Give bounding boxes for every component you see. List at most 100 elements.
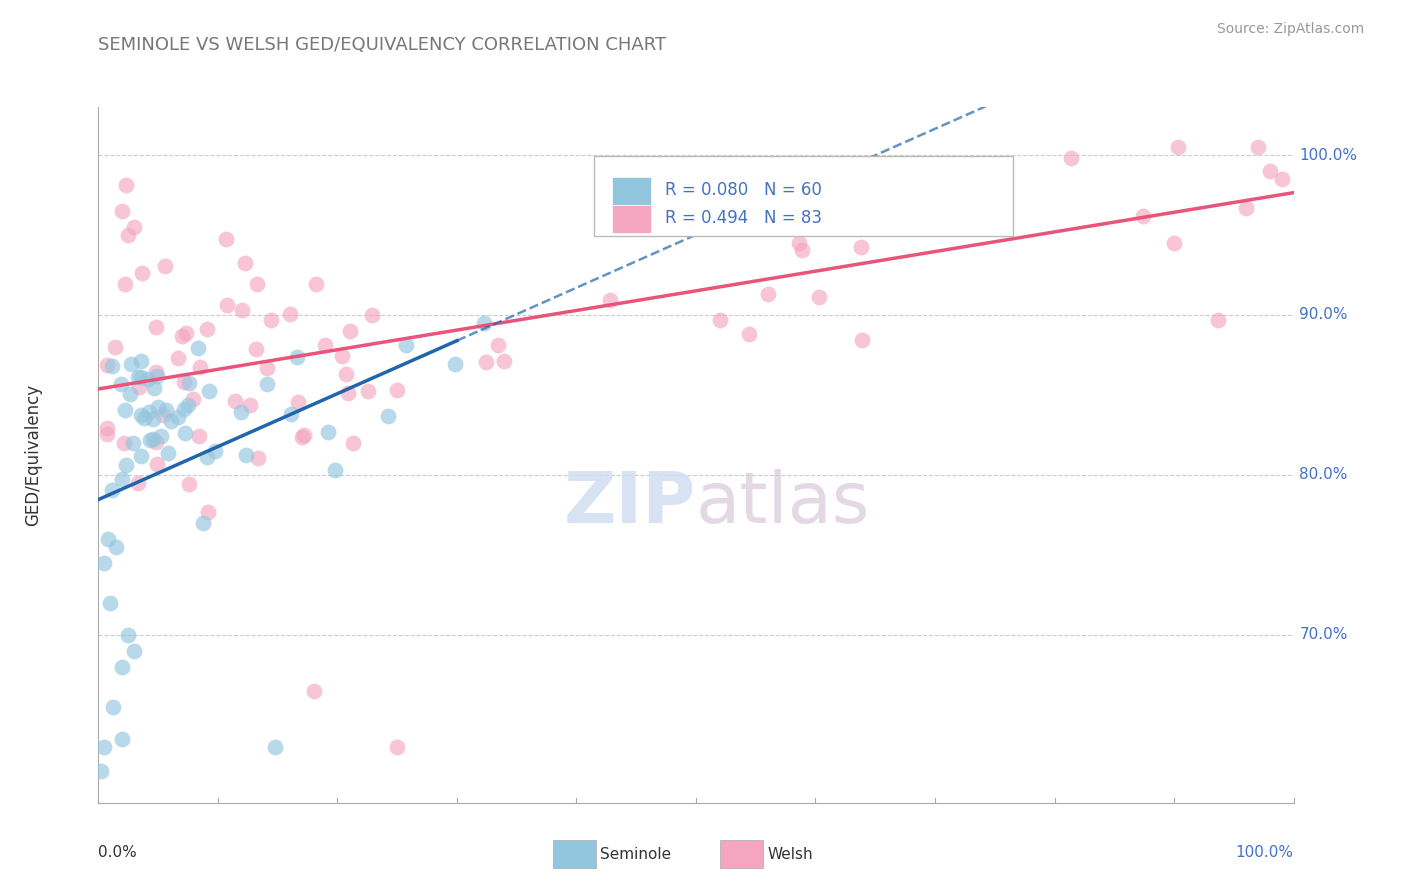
Point: [800, 220, 823, 235]
Point: [129, 354, 152, 368]
Point: [292, 428, 315, 442]
Point: [357, 384, 380, 398]
Point: [122, 436, 145, 450]
Point: [146, 400, 169, 414]
Point: [1258, 164, 1281, 178]
Point: [187, 342, 209, 356]
Point: [193, 516, 215, 530]
Point: [93, 739, 115, 754]
Point: [342, 435, 364, 450]
Point: [287, 395, 309, 409]
Point: [851, 240, 873, 254]
Point: [260, 313, 283, 327]
Text: 90.0%: 90.0%: [1299, 308, 1348, 323]
Point: [155, 259, 177, 273]
Point: [96, 359, 118, 373]
Point: [787, 236, 810, 251]
Point: [149, 428, 172, 442]
Point: [114, 178, 136, 192]
Point: [709, 313, 731, 327]
Point: [246, 277, 269, 291]
Point: [385, 739, 409, 754]
Point: [786, 199, 808, 213]
Point: [145, 320, 167, 334]
Point: [1167, 139, 1189, 153]
Point: [166, 409, 188, 424]
Point: [339, 325, 361, 339]
Point: [188, 359, 211, 374]
Point: [1132, 209, 1154, 223]
Point: [256, 377, 278, 392]
Point: [143, 381, 166, 395]
Point: [302, 683, 325, 698]
Point: [127, 476, 149, 491]
Point: [709, 202, 731, 216]
Point: [217, 298, 239, 312]
Point: [152, 409, 174, 423]
Text: Source: ZipAtlas.com: Source: ZipAtlas.com: [1216, 22, 1364, 37]
Point: [1060, 151, 1083, 165]
Point: [90, 764, 112, 778]
Point: [1271, 172, 1294, 186]
Point: [330, 349, 353, 363]
Point: [385, 383, 408, 397]
Point: [291, 430, 314, 444]
Point: [155, 402, 177, 417]
Point: [145, 365, 167, 379]
Point: [1206, 313, 1229, 327]
Point: [112, 436, 135, 450]
Point: [335, 367, 357, 381]
Point: [124, 644, 146, 658]
Point: [245, 342, 267, 356]
Point: [198, 384, 221, 398]
Point: [474, 355, 496, 369]
Point: [1234, 201, 1257, 215]
Point: [124, 219, 146, 234]
Text: atlas: atlas: [696, 469, 870, 538]
Point: [146, 369, 169, 384]
Point: [129, 409, 152, 423]
Text: R = 0.494   N = 83: R = 0.494 N = 83: [665, 209, 823, 227]
Point: [1163, 236, 1185, 251]
Point: [316, 425, 339, 440]
Point: [325, 463, 347, 477]
Text: 100.0%: 100.0%: [1236, 845, 1294, 860]
Point: [197, 505, 219, 519]
Point: [174, 326, 197, 341]
Point: [734, 158, 756, 172]
Point: [599, 293, 621, 308]
Point: [756, 287, 779, 301]
Point: [101, 699, 124, 714]
Point: [115, 458, 138, 472]
Point: [177, 477, 200, 491]
Point: [721, 216, 744, 230]
Point: [177, 376, 200, 390]
Point: [93, 556, 115, 570]
Point: [111, 660, 134, 674]
Point: [142, 433, 165, 447]
Point: [146, 457, 169, 471]
Point: [132, 411, 155, 425]
Point: [233, 256, 256, 270]
Point: [136, 372, 159, 386]
Point: [117, 227, 139, 242]
Point: [111, 731, 134, 746]
Point: [235, 448, 257, 462]
Point: [195, 321, 218, 335]
Point: [173, 375, 195, 389]
Point: [960, 202, 983, 216]
Point: [337, 385, 360, 400]
Point: [183, 392, 205, 406]
Point: [160, 413, 183, 427]
Point: [377, 409, 399, 423]
Point: [96, 420, 118, 434]
Point: [177, 398, 200, 412]
Point: [104, 340, 127, 354]
Point: [214, 232, 236, 246]
Text: Welsh: Welsh: [768, 847, 813, 863]
Point: [111, 204, 134, 219]
Point: [129, 370, 152, 384]
Point: [157, 446, 180, 460]
Point: [101, 483, 124, 498]
Text: 0.0%: 0.0%: [98, 845, 138, 860]
